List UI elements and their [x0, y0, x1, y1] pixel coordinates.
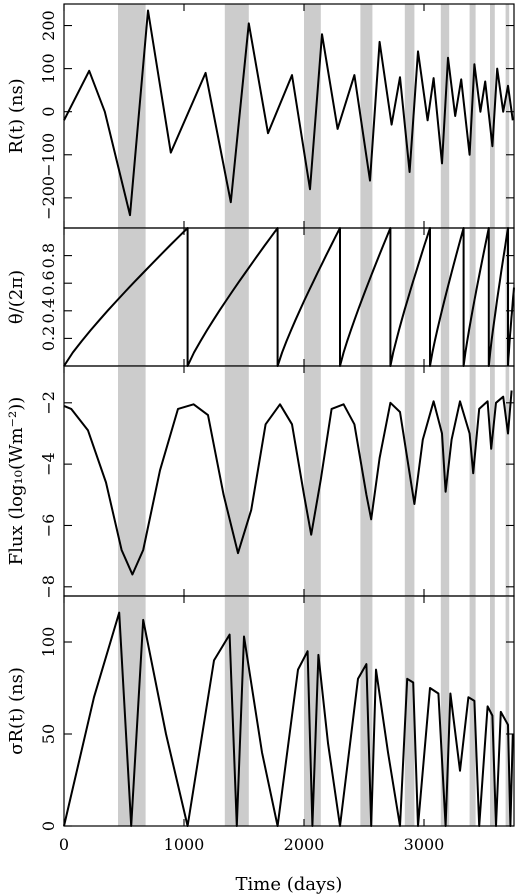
panel-sigma-frame [63, 595, 515, 827]
panel-r: −200−100 0 100 200 R(t) (ns) [6, 3, 515, 229]
shaded-band [440, 596, 450, 826]
shaded-band [404, 366, 415, 596]
y-tick-label: 100 [39, 627, 58, 658]
y-tick-label: 100 [39, 53, 58, 84]
shaded-band [404, 228, 415, 366]
shaded-band [404, 4, 415, 228]
shaded-band [490, 366, 495, 596]
shaded-band [404, 596, 415, 826]
panel-theta: 0.2 0.4 0.6 0.8 θ/(2π) [6, 227, 515, 367]
x-axis-label: Time (days) [236, 874, 343, 895]
shaded-band [118, 366, 146, 596]
shaded-band [224, 366, 249, 596]
y-tick-label: 0 [39, 821, 58, 831]
y-axis-label-sigma: σR(t) (ns) [6, 667, 27, 755]
y-tick-label: −100 [39, 133, 58, 177]
shaded-band [360, 228, 373, 366]
shaded-band [490, 228, 495, 366]
shaded-band [469, 228, 476, 366]
y-tick-label: 0 [39, 107, 58, 117]
shaded-bands-flux [118, 366, 510, 596]
shaded-band [118, 228, 146, 366]
y-axis-label-r: R(t) (ns) [6, 78, 27, 153]
ticks-r: −200−100 0 100 200 [39, 4, 514, 228]
theta-curve [63, 227, 515, 367]
shaded-band [360, 4, 373, 228]
x-tick-label: 3000 [404, 835, 445, 854]
y-tick-label: −4 [39, 452, 58, 476]
y-tick-label: −8 [39, 575, 58, 599]
y-tick-label: 0.4 [39, 298, 58, 323]
ticks-theta: 0.2 0.4 0.6 0.8 [39, 228, 514, 366]
x-tick-label: 2000 [284, 835, 325, 854]
flux-curve [63, 390, 513, 576]
y-tick-label: 200 [39, 10, 58, 41]
panel-flux: −8 −6 −4 −2 Flux (log₁₀(Wm⁻²)) [6, 365, 515, 599]
ticks-flux: −8 −6 −4 −2 [39, 366, 514, 599]
y-tick-label: −200 [39, 176, 58, 220]
y-tick-label: −6 [39, 514, 58, 538]
x-tick-label: 1000 [164, 835, 205, 854]
r-curve [63, 9, 514, 217]
y-tick-label: 0.2 [39, 326, 58, 351]
y-tick-label: 50 [39, 724, 58, 744]
shaded-band [304, 4, 321, 228]
x-ticks: 0 1000 2000 3000 [59, 835, 444, 854]
shaded-band [490, 596, 495, 826]
shaded-band [490, 4, 495, 228]
shaded-band [505, 596, 510, 826]
shaded-band [304, 366, 321, 596]
shaded-band [505, 366, 510, 596]
shaded-band [118, 596, 146, 826]
shaded-bands-sigma [118, 596, 510, 826]
y-axis-label-flux: Flux (log₁₀(Wm⁻²)) [6, 397, 27, 566]
shaded-band [469, 366, 476, 596]
shaded-band [304, 228, 321, 366]
y-axis-label-theta: θ/(2π) [6, 270, 27, 324]
panel-sigma: 0 50 100 σR(t) (ns) [6, 595, 515, 831]
ticks-sigma: 0 50 100 [39, 596, 514, 831]
shaded-band [360, 366, 373, 596]
shaded-bands-r [118, 4, 510, 228]
y-tick-label: −2 [39, 391, 58, 415]
shaded-band [469, 596, 476, 826]
y-tick-label: 0.8 [39, 243, 58, 268]
shaded-bands-theta [118, 228, 510, 366]
shaded-band [224, 596, 249, 826]
y-tick-label: 0.6 [39, 270, 58, 295]
x-tick-label: 0 [59, 835, 69, 854]
shaded-band [505, 4, 510, 228]
